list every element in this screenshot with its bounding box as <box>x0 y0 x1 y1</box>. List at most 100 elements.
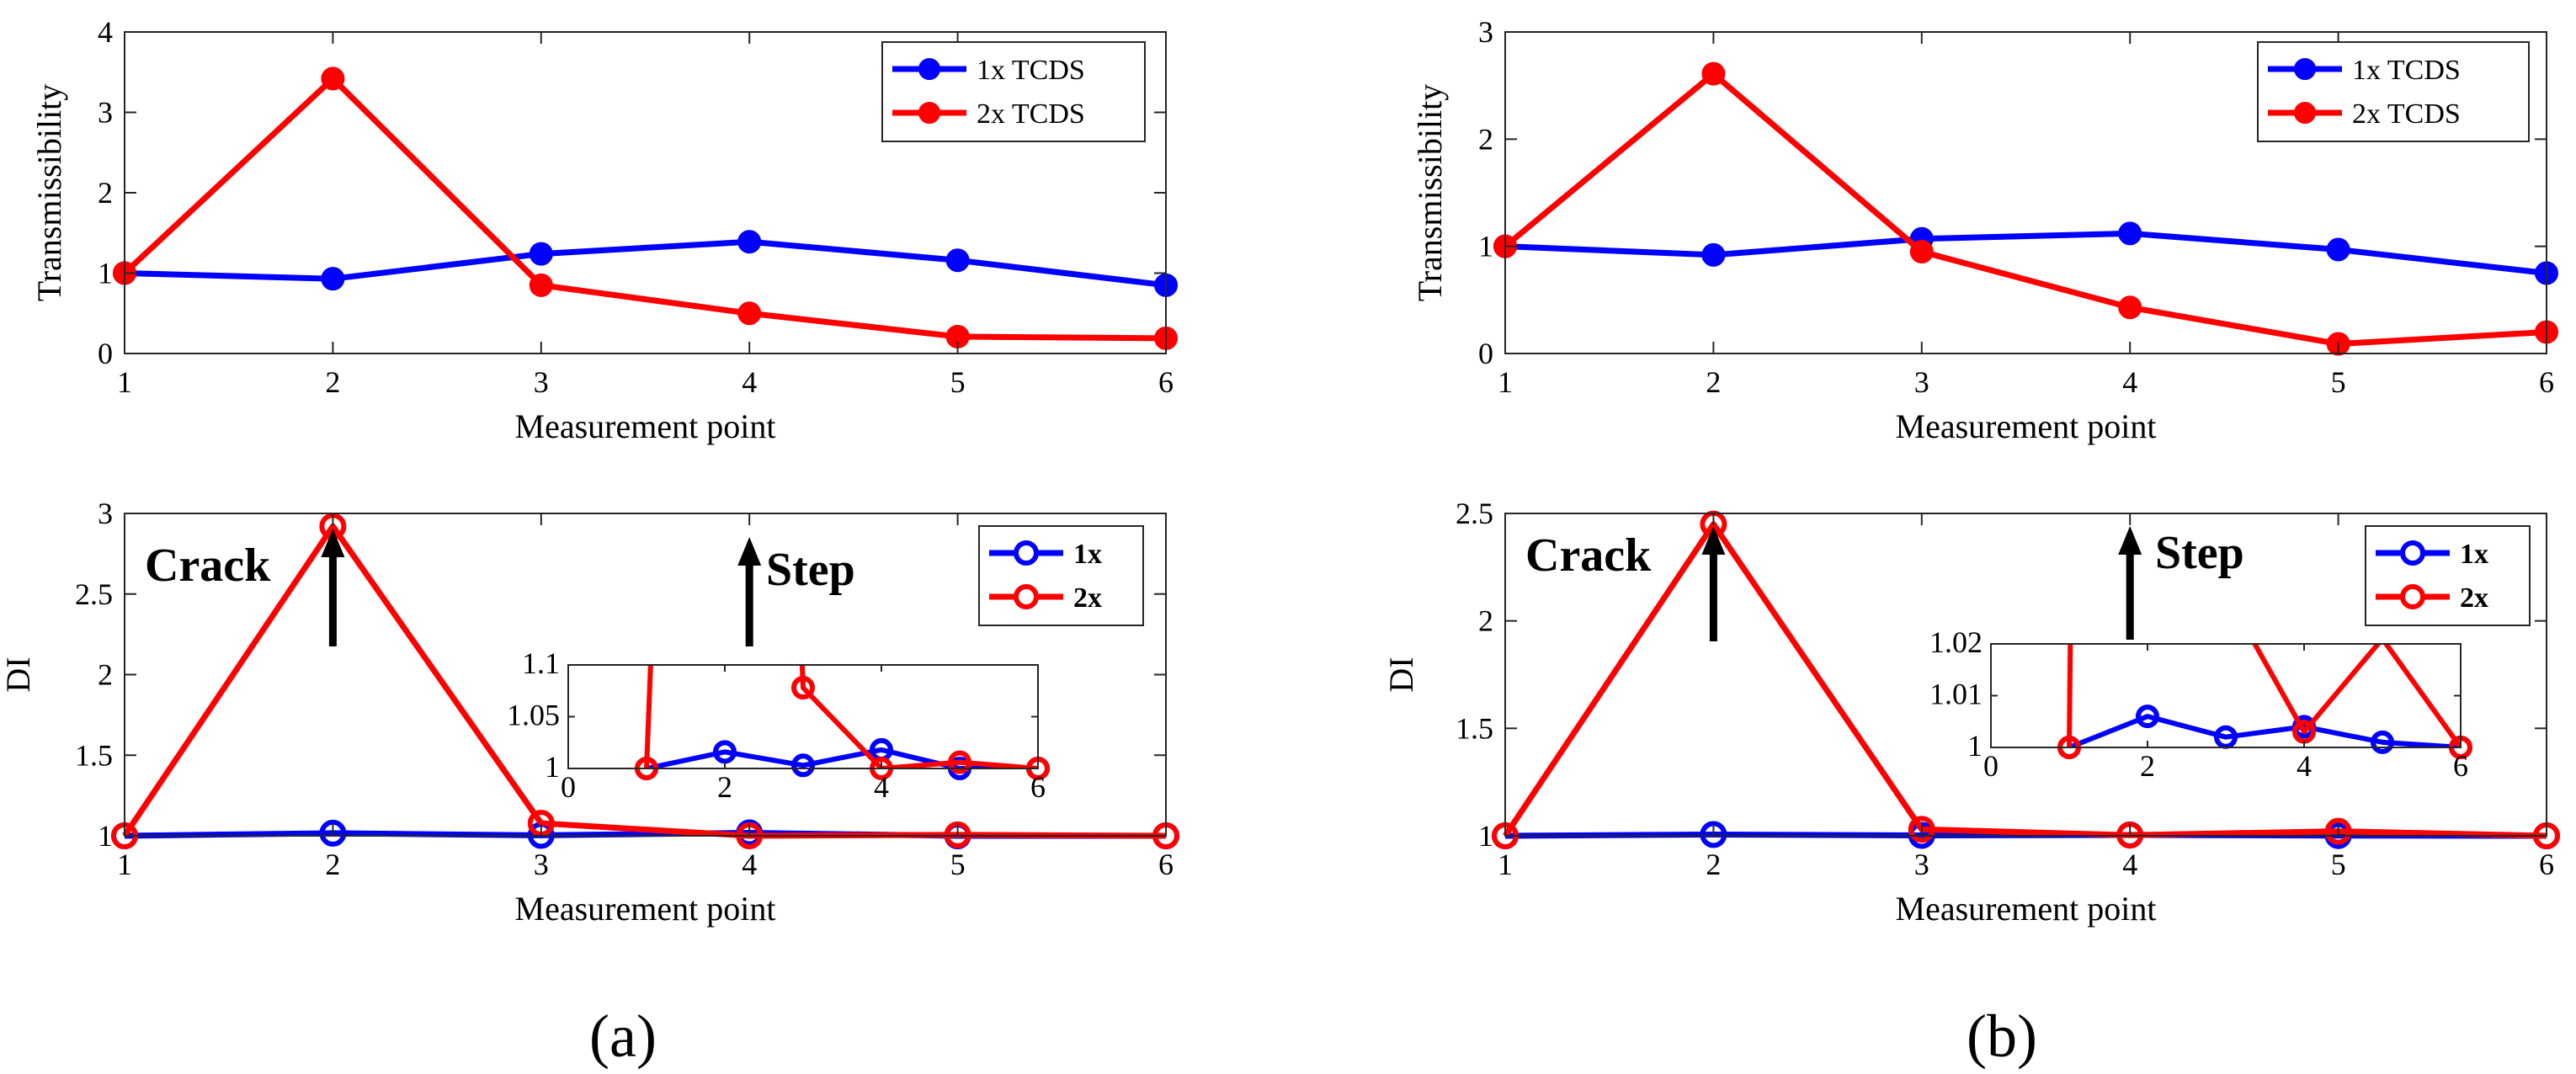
annotation-arrow-head <box>321 529 345 557</box>
series-line <box>1504 230 2547 276</box>
x-tick-label: 5 <box>950 365 966 399</box>
y-axis-label: Transmissibility <box>1411 84 1449 302</box>
x-tick-label: 1 <box>117 848 132 881</box>
data-point <box>737 230 762 254</box>
legend: 1x TCDS 2x TCDS <box>881 41 1146 142</box>
x-tick-label: 2 <box>2140 749 2155 783</box>
series-line <box>2068 714 2461 747</box>
data-point <box>944 821 971 848</box>
x-tick-label: 3 <box>1914 848 1929 881</box>
data-point <box>321 267 345 291</box>
data-point <box>1701 61 1726 86</box>
y-axis-label: DI <box>1382 657 1420 692</box>
y-tick-label: 2.5 <box>75 577 113 611</box>
annotation-label: Step <box>2155 527 2244 579</box>
series-line <box>644 665 1038 768</box>
chart-a-bottom: 1 2 3 4 5 6 1 1.5 2 2.5 3 Measurement point DI Crack S… <box>0 497 1179 928</box>
y-tick-label: 1 <box>1478 819 1493 853</box>
x-tick-label: 0 <box>1983 749 1999 783</box>
y-tick-label: 3 <box>98 497 113 530</box>
series-1x-tcds <box>1493 221 2558 285</box>
y-tick-label: 1.01 <box>1929 678 1983 711</box>
series-2x-tcds <box>113 66 1178 350</box>
data-point <box>791 753 815 778</box>
y-tick-label: 1.05 <box>507 699 560 732</box>
legend-label: 2x TCDS <box>2352 98 2461 130</box>
x-tick-label: 2 <box>1706 848 1721 881</box>
y-tick-label: 1.5 <box>75 738 113 772</box>
x-tick-label: 1 <box>1498 365 1513 399</box>
x-tick-label: 4 <box>742 365 757 399</box>
data-point <box>737 301 762 326</box>
x-tick-label: 6 <box>2539 848 2554 881</box>
y-tick-label: 0 <box>98 337 113 370</box>
y-tick-label: 1 <box>1967 729 1983 763</box>
x-tick-label: 5 <box>2331 848 2346 881</box>
x-tick-label: 2 <box>325 365 340 399</box>
y-tick-label: 2 <box>1478 604 1493 638</box>
data-point <box>713 740 737 764</box>
annotation-label: Crack <box>145 540 271 592</box>
data-point <box>1908 816 1935 843</box>
y-tick-label: 2.5 <box>1456 497 1493 530</box>
legend-marker <box>2400 584 2425 609</box>
legend-label: 1x <box>2460 539 2488 570</box>
y-tick-label: 1 <box>1478 230 1493 263</box>
x-tick-label: 5 <box>2331 365 2346 399</box>
data-point <box>2326 237 2350 262</box>
legend-label: 2x <box>2460 582 2488 614</box>
legend-marker <box>2294 58 2316 80</box>
legend-marker <box>918 102 940 124</box>
data-point <box>529 242 553 266</box>
x-axis-label: Measurement point <box>1896 890 2157 928</box>
data-point <box>2371 730 2394 754</box>
x-tick-label: 5 <box>950 848 966 881</box>
series-line <box>1503 71 2547 348</box>
data-point <box>2214 725 2238 749</box>
legend: 1x TCDS 2x TCDS <box>2257 41 2530 142</box>
annotation-label: Crack <box>1525 529 1652 582</box>
data-point <box>2136 704 2159 729</box>
x-tick-label: 1 <box>117 365 132 399</box>
y-tick-label: 2 <box>98 176 113 210</box>
x-tick-label: 4 <box>874 770 889 804</box>
series-2x <box>635 665 1050 780</box>
legend-entry: 1x <box>989 539 1102 570</box>
legend-marker <box>1014 584 1039 609</box>
series-line <box>122 75 1167 342</box>
data-point <box>2324 817 2352 845</box>
inset-background <box>1991 644 2461 747</box>
panel-label-a: (a) <box>589 1002 657 1070</box>
legend-label: 1x TCDS <box>977 55 1085 86</box>
x-tick-label: 4 <box>742 848 757 881</box>
y-tick-label: 2 <box>1478 122 1493 156</box>
y-tick-label: 1.5 <box>1456 711 1493 745</box>
data-point <box>2118 295 2142 320</box>
legend-box <box>2365 525 2531 626</box>
series-1x-tcds <box>113 230 1178 297</box>
y-tick-label: 1.1 <box>522 646 560 680</box>
x-tick-label: 6 <box>2539 365 2554 399</box>
data-point <box>1909 240 1934 264</box>
x-tick-label: 2 <box>717 770 732 804</box>
x-tick-label: 6 <box>1158 365 1174 399</box>
y-tick-label: 4 <box>98 15 113 49</box>
data-point <box>1700 821 1727 848</box>
x-tick-label: 4 <box>2122 365 2137 399</box>
annotation-arrow-head <box>2118 526 2142 555</box>
data-point <box>948 750 971 774</box>
data-point <box>2118 221 2142 246</box>
plot-frame <box>1504 513 2547 837</box>
annotation-arrow-head <box>1701 526 1726 555</box>
annotation-arrow-head <box>737 537 762 566</box>
annotation-crack: Crack <box>145 529 345 646</box>
legend-box <box>978 525 1144 626</box>
x-tick-label: 4 <box>2122 848 2137 881</box>
x-tick-label: 0 <box>561 770 576 804</box>
y-axis-label: DI <box>0 657 37 692</box>
series-line <box>2067 644 2461 747</box>
